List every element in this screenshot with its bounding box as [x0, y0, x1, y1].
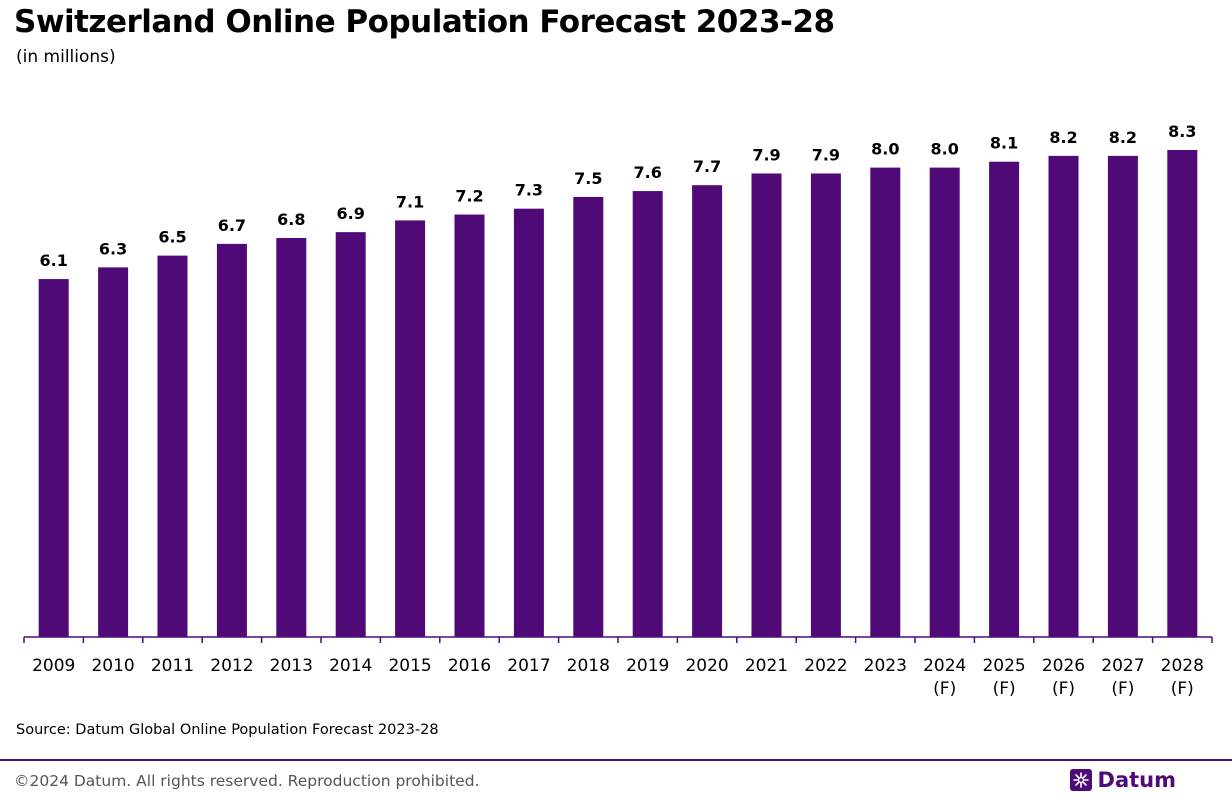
footer-divider	[0, 759, 1232, 761]
value-labels-group: 6.1 6.3 6.5 6.7 6.8 6.9 7.1 7.2 7.3 7.5 7.6 7.7 7.9 7…	[40, 122, 1197, 270]
bar-2021	[751, 173, 782, 637]
data-label-2027: 8.2	[1109, 128, 1137, 147]
data-label-2023: 8.0	[871, 140, 899, 159]
bar-2025	[989, 161, 1020, 638]
data-label-2017: 7.3	[515, 181, 543, 200]
bar-chart: 6.1 6.3 6.5 6.7 6.8 6.9 7.1 7.2 7.3 7.5 7.6 7.7 7.9 7…	[23, 122, 1213, 699]
x-tick-year: 2010	[91, 656, 134, 676]
x-tick-forecast-marker: (F)	[1052, 679, 1075, 699]
data-label-2012: 6.7	[218, 216, 246, 235]
bar-2015	[395, 220, 426, 637]
data-label-2015: 7.1	[396, 192, 424, 211]
bar-2010	[98, 267, 129, 637]
data-label-2025: 8.1	[990, 134, 1018, 153]
bar-2028	[1167, 150, 1198, 637]
x-tick-label-2019: 2019	[626, 656, 669, 676]
x-tick-label-2025: 2025 (F)	[982, 656, 1025, 699]
x-tick-forecast-marker: (F)	[1111, 679, 1134, 699]
data-label-2028: 8.3	[1168, 122, 1196, 141]
bar-2017	[513, 208, 544, 638]
data-label-2022: 7.9	[812, 145, 840, 164]
bar-2016	[454, 214, 485, 638]
x-tick-year: 2013	[270, 656, 313, 676]
bar-2027	[1107, 155, 1138, 637]
x-tick-forecast-marker: (F)	[933, 679, 956, 699]
x-tick-year: 2023	[864, 656, 907, 676]
x-tick-year: 2009	[32, 656, 75, 676]
x-tick-year: 2024	[923, 656, 966, 676]
brand-name: Datum	[1097, 768, 1176, 792]
data-label-2024: 8.0	[931, 140, 959, 159]
x-tick-year: 2017	[507, 656, 550, 676]
x-tick-label-2018: 2018	[567, 656, 610, 676]
x-tick-label-2022: 2022	[804, 656, 847, 676]
x-tick-label-2021: 2021	[745, 656, 788, 676]
x-tick-forecast-marker: (F)	[993, 679, 1016, 699]
x-tick-year: 2012	[210, 656, 253, 676]
x-tick-label-2024: 2024 (F)	[923, 656, 966, 699]
data-label-2013: 6.8	[277, 210, 305, 229]
data-label-2010: 6.3	[99, 239, 127, 258]
x-tick-year: 2026	[1042, 656, 1085, 676]
bar-2022	[810, 173, 841, 637]
x-tick-label-2010: 2010	[91, 656, 134, 676]
x-tick-year: 2021	[745, 656, 788, 676]
x-tick-year: 2028	[1161, 656, 1204, 676]
data-label-2016: 7.2	[455, 187, 483, 206]
data-label-2014: 6.9	[337, 204, 365, 223]
bar-2014	[335, 232, 366, 637]
bar-2020	[692, 185, 723, 637]
x-tick-label-2015: 2015	[388, 656, 431, 676]
bar-2012	[216, 243, 247, 637]
x-tick-forecast-marker: (F)	[1171, 679, 1194, 699]
bar-2023	[870, 167, 901, 637]
x-tick-label-2026: 2026 (F)	[1042, 656, 1085, 699]
x-tick-year: 2020	[685, 656, 728, 676]
x-tick-label-2023: 2023	[864, 656, 907, 676]
x-tick-year: 2014	[329, 656, 372, 676]
data-label-2026: 8.2	[1049, 128, 1077, 147]
x-tick-label-2013: 2013	[270, 656, 313, 676]
brand-logo: Datum	[1069, 766, 1176, 794]
x-tick-year: 2016	[448, 656, 491, 676]
bar-2013	[276, 238, 307, 637]
data-label-2009: 6.1	[40, 251, 68, 270]
bar-2009	[38, 279, 69, 637]
x-axis-labels-group: 2009 2010 2011 2012 2013 2014 2015 2016 2017 2018…	[32, 656, 1204, 699]
bar-2018	[573, 196, 604, 637]
data-label-2018: 7.5	[574, 169, 602, 188]
source-note: Source: Datum Global Online Population F…	[16, 722, 439, 738]
chart-subtitle: (in millions)	[16, 47, 116, 67]
x-tick-label-2012: 2012	[210, 656, 253, 676]
bar-2026	[1048, 155, 1079, 637]
bars-group	[38, 150, 1198, 638]
bar-2024	[929, 167, 960, 637]
x-tick-label-2014: 2014	[329, 656, 372, 676]
data-label-2019: 7.6	[634, 163, 662, 182]
x-tick-year: 2022	[804, 656, 847, 676]
x-tick-label-2009: 2009	[32, 656, 75, 676]
bar-2019	[632, 191, 663, 637]
x-tick-label-2020: 2020	[685, 656, 728, 676]
chart-title: Switzerland Online Population Forecast 2…	[14, 4, 835, 40]
x-axis-ticks-group	[23, 637, 1213, 643]
x-tick-year: 2019	[626, 656, 669, 676]
data-label-2021: 7.9	[752, 145, 780, 164]
x-tick-year: 2015	[388, 656, 431, 676]
x-tick-year: 2025	[982, 656, 1025, 676]
x-tick-label-2028: 2028 (F)	[1161, 656, 1204, 699]
copyright-text: ©2024 Datum. All rights reserved. Reprod…	[14, 772, 480, 790]
x-tick-label-2027: 2027 (F)	[1101, 656, 1144, 699]
datum-logo-icon	[1069, 769, 1092, 791]
x-tick-label-2017: 2017	[507, 656, 550, 676]
x-tick-label-2016: 2016	[448, 656, 491, 676]
data-label-2020: 7.7	[693, 157, 721, 176]
x-tick-year: 2011	[151, 656, 194, 676]
data-label-2011: 6.5	[158, 228, 186, 247]
x-tick-year: 2027	[1101, 656, 1144, 676]
x-tick-year: 2018	[567, 656, 610, 676]
bar-2011	[157, 255, 188, 638]
x-tick-label-2011: 2011	[151, 656, 194, 676]
